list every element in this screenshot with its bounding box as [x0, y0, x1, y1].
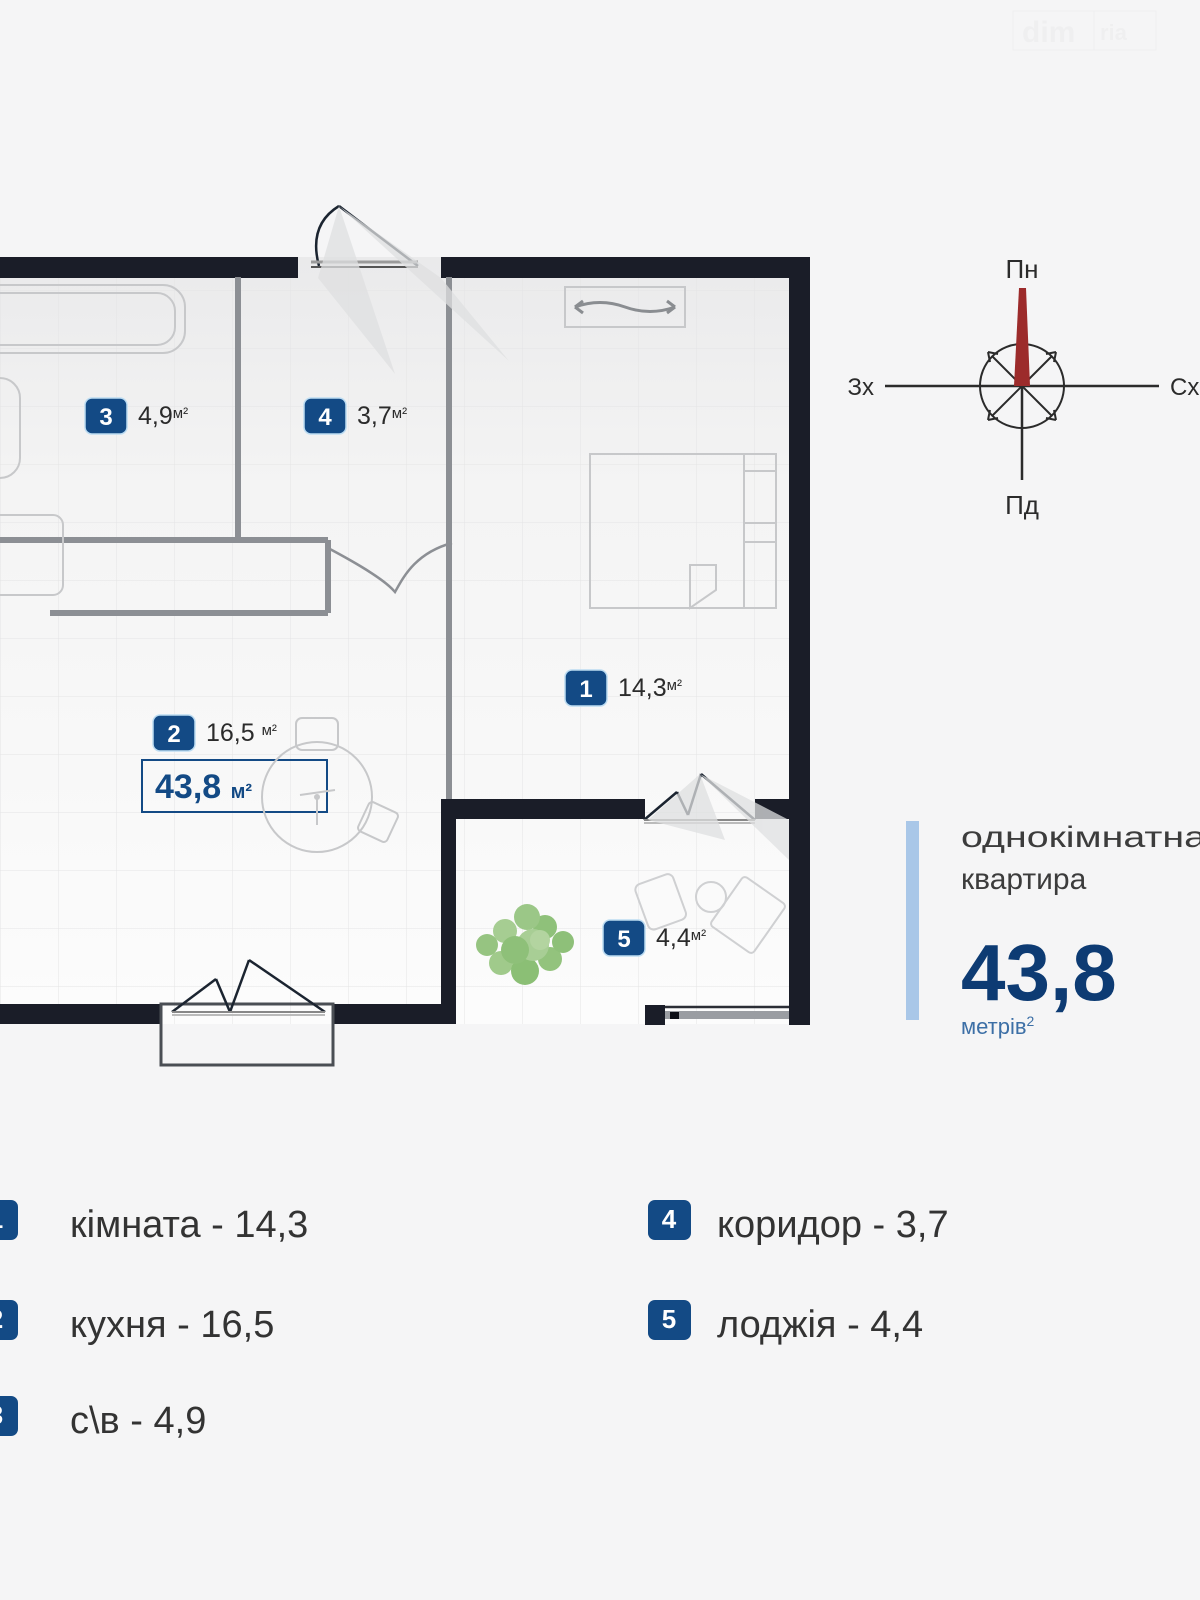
svg-text:с\в - 4,9: с\в - 4,9: [70, 1400, 206, 1442]
svg-text:ria: ria: [1100, 20, 1128, 45]
svg-text:однокімнатна: однокімнатна: [961, 821, 1200, 854]
svg-text:коридор - 3,7: коридор - 3,7: [717, 1204, 949, 1246]
svg-text:Пд: Пд: [1005, 490, 1039, 520]
svg-text:2: 2: [167, 721, 180, 748]
svg-text:43,8: 43,8: [961, 928, 1117, 1017]
svg-text:1: 1: [0, 1204, 3, 1234]
svg-text:Сх: Сх: [1170, 374, 1199, 401]
svg-text:4: 4: [662, 1204, 677, 1234]
svg-text:3: 3: [99, 404, 112, 431]
svg-text:Зх: Зх: [848, 374, 875, 401]
svg-text:5: 5: [662, 1304, 676, 1334]
svg-text:dim: dim: [1022, 16, 1075, 49]
svg-text:5: 5: [617, 926, 630, 953]
svg-text:лоджія - 4,4: лоджія - 4,4: [717, 1304, 923, 1346]
svg-text:Пн: Пн: [1005, 254, 1038, 284]
svg-text:кімната - 14,3: кімната - 14,3: [70, 1204, 308, 1246]
svg-text:кухня - 16,5: кухня - 16,5: [70, 1304, 274, 1346]
svg-text:2: 2: [0, 1304, 3, 1334]
svg-text:квартира: квартира: [961, 863, 1087, 896]
svg-text:метрів2: метрів2: [961, 1013, 1035, 1039]
svg-text:3: 3: [0, 1400, 3, 1430]
svg-text:1: 1: [579, 676, 592, 703]
svg-text:4: 4: [318, 404, 332, 431]
